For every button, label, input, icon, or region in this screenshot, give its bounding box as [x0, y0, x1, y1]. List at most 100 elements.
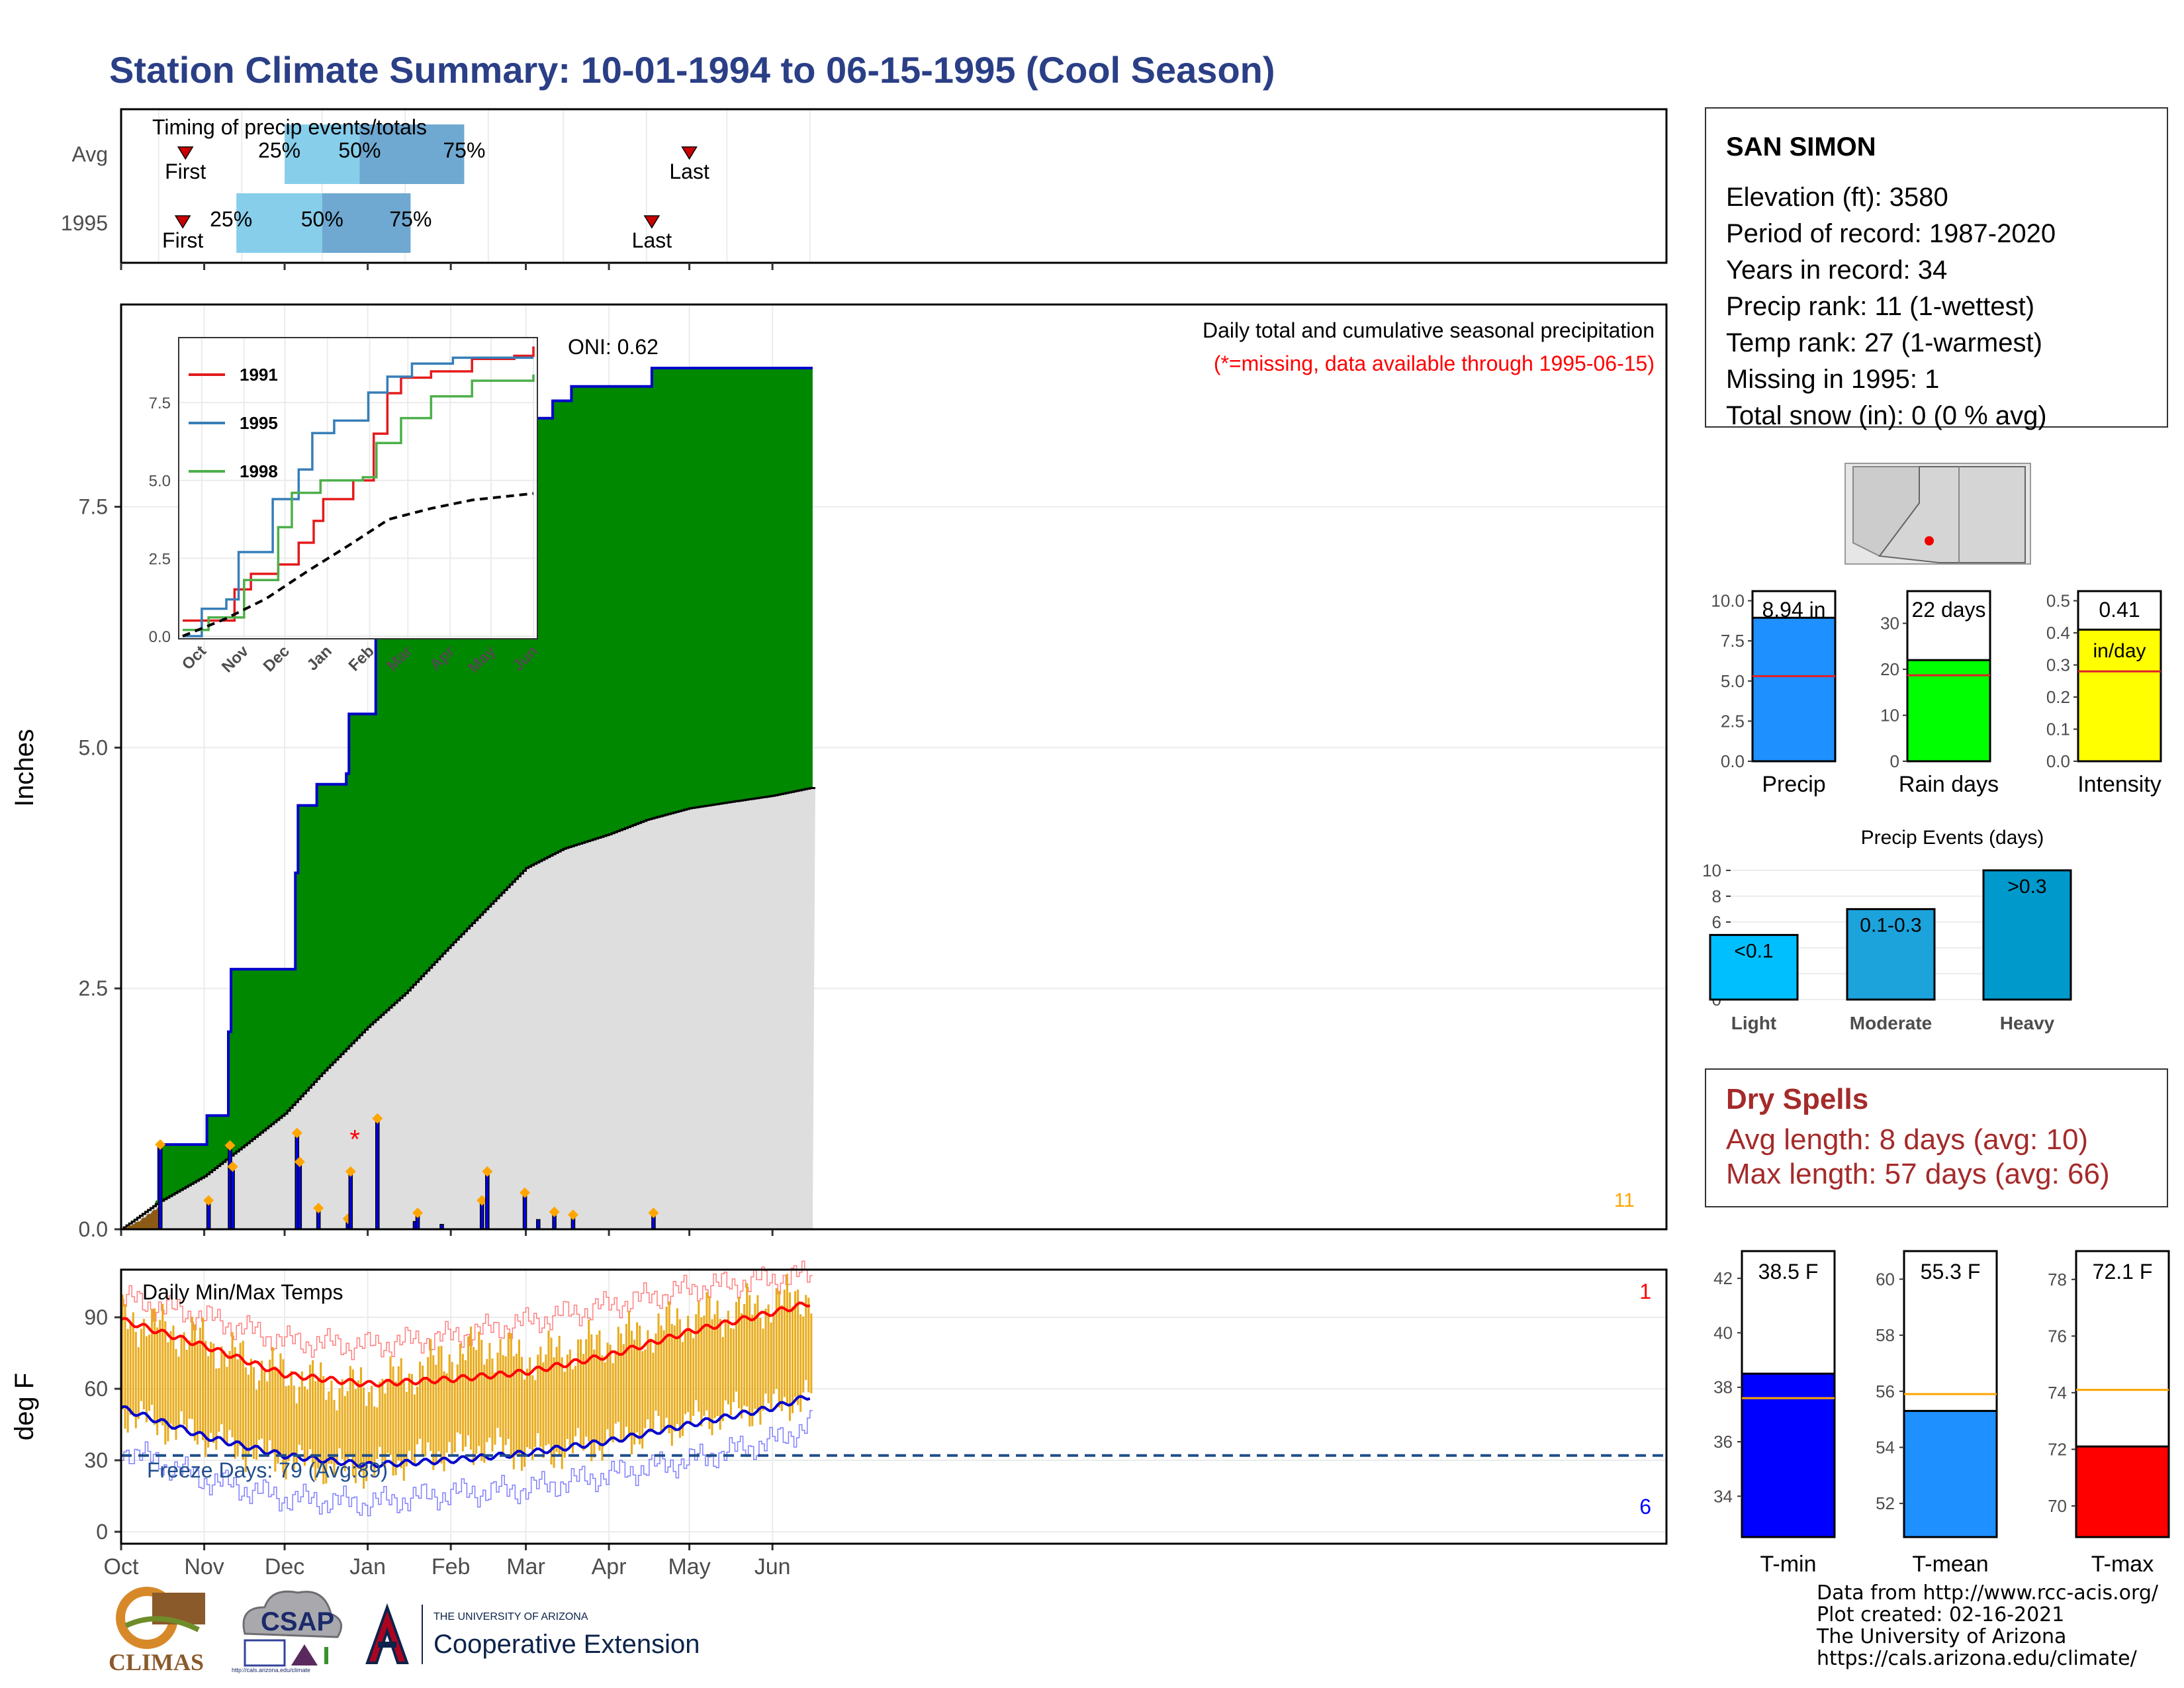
daily-temp-bar [647, 1330, 649, 1420]
daily-precip-marker [203, 1195, 214, 1206]
daily-temp-bars [121, 1274, 813, 1489]
dry-spells-avg: Avg length: 8 days (avg: 10) [1726, 1123, 2089, 1156]
daily-temp-bar [161, 1303, 164, 1426]
gauge-name-label: Intensity [2077, 772, 2161, 797]
record-min-line [121, 1410, 813, 1517]
last-event-label: Last [669, 160, 709, 183]
daily-temp-bar [633, 1339, 636, 1445]
daily-precip-marker [155, 1139, 166, 1150]
timing-row-label: Avg [71, 142, 108, 166]
daily-temp-bar [330, 1380, 333, 1464]
last-event-marker [681, 146, 698, 160]
daily-temp-bar [743, 1303, 746, 1406]
gauge-tick-label: 20 [1880, 659, 1899, 679]
temp-gauge-value-label: 55.3 F [1921, 1260, 1981, 1284]
daily-temp-bar [665, 1306, 668, 1418]
daily-temp-bar [703, 1315, 705, 1416]
daily-precip-bar [297, 1161, 302, 1230]
station-missing: Missing in 1995: 1 [1726, 365, 1940, 394]
daily-temp-bar [641, 1351, 644, 1449]
daily-temp-bar [266, 1381, 269, 1453]
daily-temp-bar [129, 1323, 132, 1415]
precip-y-tick-label: 2.5 [79, 976, 108, 1000]
daily-temp-bar [156, 1327, 159, 1435]
daily-temp-bar [612, 1363, 614, 1443]
timing-label-50: 50% [338, 138, 381, 162]
daily-temp-bar [207, 1356, 210, 1448]
gauge-tick-label: 0 [1890, 751, 1899, 771]
timing-bar-50-75 [359, 124, 465, 184]
daily-temp-bar [542, 1362, 545, 1458]
daily-temp-bar [649, 1338, 652, 1432]
daily-temp-bar [223, 1351, 226, 1441]
precip-panel-subtitle: (*=missing, data available through 1995-… [1214, 352, 1655, 375]
daily-temp-bar [405, 1391, 408, 1467]
daily-precip-bar [230, 1166, 235, 1230]
climas-logo: CLIMAS [106, 1583, 218, 1676]
precip-event-category: Light [1731, 1013, 1776, 1033]
daily-temp-bar [394, 1381, 397, 1476]
daily-temp-bar [729, 1328, 732, 1416]
daily-temp-bar [354, 1389, 357, 1483]
daily-temp-bar [780, 1305, 783, 1411]
daily-temp-bar [325, 1399, 328, 1484]
daily-temp-bar [250, 1358, 252, 1446]
daily-temp-bar [705, 1292, 708, 1411]
month-x-tick-label: Dec [265, 1554, 304, 1579]
daily-temp-bar [805, 1295, 807, 1380]
daily-temp-bar [553, 1357, 555, 1468]
daily-temp-bar [746, 1283, 749, 1407]
gauge-value-label: 8.94 in [1762, 598, 1825, 622]
gauge-tick-label: 0.0 [1721, 751, 1745, 771]
climas-sun-icon [116, 1587, 205, 1649]
last-event-marker [643, 215, 660, 229]
daily-temp-bar [435, 1364, 437, 1464]
events-y-tick-label: 10 [1702, 861, 1721, 880]
daily-temp-bar [614, 1351, 617, 1424]
daily-temp-bar [507, 1333, 510, 1439]
gauge-tick-label: 5.0 [1721, 671, 1745, 691]
temp-gauge-tick-label: 36 [1713, 1432, 1733, 1452]
daily-temp-bar [588, 1319, 590, 1442]
avg-max-temp-line [120, 1301, 811, 1388]
daily-temp-bar [512, 1356, 515, 1470]
inset-border [178, 337, 538, 639]
temp-gauge-tick-label: 34 [1713, 1486, 1733, 1506]
gauge-tick-label: 0.4 [2046, 623, 2070, 643]
inset-y-tick-label: 2.5 [149, 550, 171, 568]
daily-temp-bar [772, 1315, 775, 1394]
daily-temp-bar [142, 1319, 145, 1410]
daily-temp-bar [285, 1386, 287, 1479]
daily-temp-bar [473, 1346, 475, 1466]
daily-precip-marker [227, 1161, 238, 1172]
temp-gauge-bar [2075, 1445, 2170, 1538]
timing-label-50: 50% [301, 207, 343, 231]
daily-temp-bar [191, 1317, 193, 1419]
precip-event-bar-label: >0.3 [2007, 876, 2046, 898]
credit-created: Plot created: 02-16-2021 [1817, 1603, 2065, 1626]
station-years: Years in record: 34 [1726, 256, 1948, 285]
daily-temp-bar [555, 1346, 558, 1452]
inset-series-line-1991 [183, 346, 535, 622]
temp-gauge-value-label: 38.5 F [1758, 1260, 1819, 1284]
daily-temp-bar [376, 1407, 379, 1459]
daily-temp-bar [574, 1366, 576, 1436]
daily-temp-bar [751, 1315, 754, 1427]
daily-temp-bar [303, 1386, 306, 1466]
temp-gauge-tick-label: 58 [1876, 1325, 1895, 1345]
daily-temp-bar [673, 1325, 676, 1432]
daily-temp-bar [373, 1406, 376, 1476]
daily-temp-bar [381, 1378, 384, 1462]
daily-temp-bar [210, 1342, 212, 1433]
daily-temp-bar [333, 1399, 336, 1476]
timing-label-25: 25% [210, 207, 252, 231]
daily-temp-bar [351, 1369, 354, 1477]
daily-temp-bar [716, 1300, 719, 1417]
daily-temp-bar [499, 1338, 502, 1438]
daily-temp-bar [619, 1333, 622, 1440]
daily-temp-bar [154, 1308, 156, 1425]
daily-temp-bar [759, 1317, 762, 1425]
arizona-a-icon [365, 1603, 409, 1664]
daily-temp-bar [692, 1338, 695, 1416]
month-x-tick-label: Nov [184, 1554, 224, 1579]
